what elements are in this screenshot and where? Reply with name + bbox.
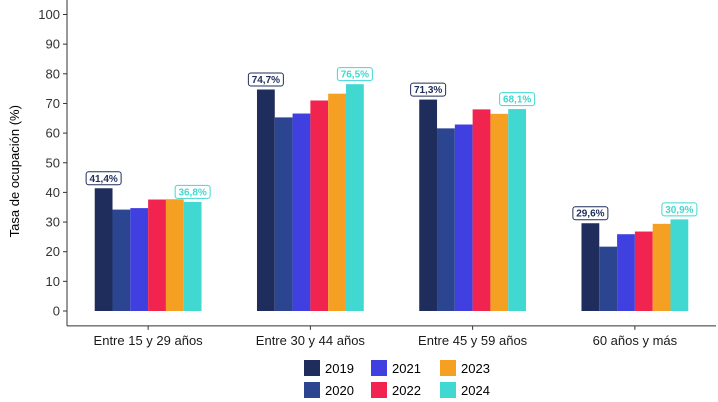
bar	[328, 93, 346, 311]
legend-label: 2022	[392, 383, 421, 398]
data-label: 74,7%	[252, 75, 280, 86]
legend-swatch	[304, 360, 320, 376]
data-label-box	[85, 171, 122, 186]
bar	[599, 246, 618, 311]
data-label-box	[661, 202, 698, 217]
data-label-box	[572, 206, 609, 221]
y-tick-label: 90	[46, 37, 60, 52]
y-tick-label: 40	[46, 185, 60, 200]
legend-swatch	[440, 382, 456, 398]
bar	[148, 199, 166, 311]
x-tick-label: Entre 15 y 29 años	[94, 333, 204, 348]
bar	[292, 113, 311, 311]
bar	[472, 109, 491, 311]
bar	[454, 124, 473, 311]
y-tick-label: 20	[46, 244, 60, 259]
bar	[274, 117, 293, 311]
data-label: 41,4%	[89, 174, 117, 185]
legend-swatch	[304, 382, 320, 398]
data-label-box	[410, 82, 447, 97]
bar	[310, 100, 329, 312]
bar	[634, 231, 653, 311]
bar	[112, 209, 131, 311]
y-axis: 0 10 20 30 40 50 60 70 80 90 100	[38, 0, 68, 326]
bar	[130, 208, 149, 311]
bar	[345, 84, 364, 312]
legend-label: 2023	[461, 361, 490, 376]
y-tick-label: 80	[46, 66, 60, 81]
data-label-box	[336, 67, 373, 82]
data-label-box	[499, 92, 536, 107]
bar	[652, 223, 671, 311]
data-label: 30,9%	[665, 205, 693, 216]
y-tick-label: 10	[46, 274, 60, 289]
y-tick-label: 70	[46, 96, 60, 111]
bar	[94, 188, 113, 311]
bar	[183, 201, 202, 311]
x-tick-label: Entre 30 y 44 años	[256, 333, 366, 348]
bar	[256, 89, 275, 311]
x-axis: Entre 15 y 29 años Entre 30 y 44 años Entr…	[67, 325, 716, 348]
bar	[437, 128, 455, 311]
data-label-box	[247, 72, 284, 87]
bars	[94, 84, 689, 312]
data-label: 76,5%	[341, 70, 369, 81]
y-tick-label: 0	[53, 304, 60, 319]
bar	[165, 199, 184, 311]
y-axis-title: Tasa de ocupación (%)	[7, 105, 22, 237]
y-tick-label: 100	[38, 7, 60, 22]
legend-label: 2019	[325, 361, 354, 376]
data-labels: 41,4% 36,8% 74,7% 76,5% 71,3% 68,1% 29,6% 30,9%	[85, 67, 698, 221]
bar	[581, 223, 600, 311]
legend: 2019 2020 2021 2022 2023 2024	[304, 360, 490, 398]
bar	[670, 219, 689, 311]
data-label-box	[174, 184, 211, 199]
data-label: 29,6%	[576, 209, 604, 220]
legend-swatch	[371, 382, 387, 398]
x-tick-label: Entre 45 y 59 años	[418, 333, 528, 348]
legend-label: 2020	[325, 383, 354, 398]
data-label: 71,3%	[414, 85, 442, 96]
bar	[419, 99, 438, 311]
data-label: 68,1%	[503, 95, 531, 106]
y-tick-label: 60	[46, 126, 60, 141]
data-label: 36,8%	[178, 187, 206, 198]
y-tick-label: 30	[46, 215, 60, 230]
y-tick-label: 50	[46, 155, 60, 170]
legend-swatch	[371, 360, 387, 376]
x-tick-label: 60 años y más	[593, 333, 678, 348]
bar	[490, 113, 509, 311]
bar	[617, 234, 635, 311]
legend-label: 2024	[461, 383, 490, 398]
legend-swatch	[440, 360, 456, 376]
bar	[508, 109, 527, 311]
legend-label: 2021	[392, 361, 421, 376]
